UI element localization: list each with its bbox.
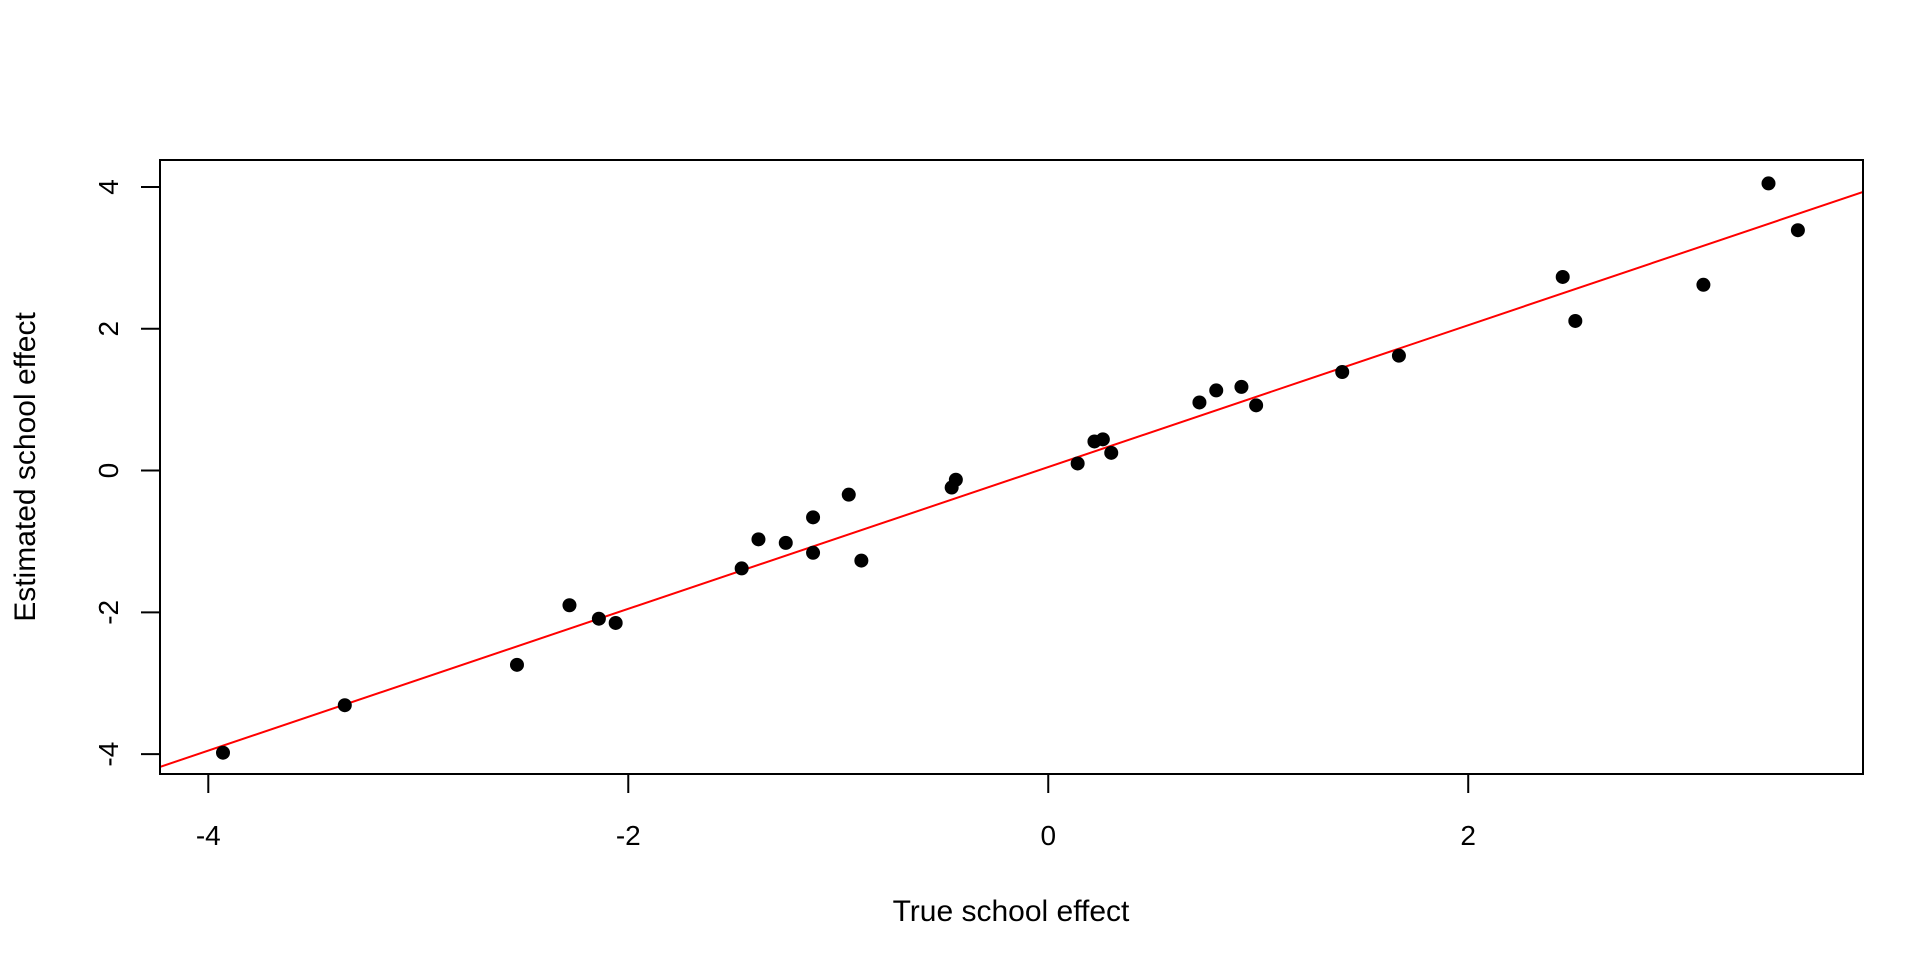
- data-point: [948, 472, 963, 487]
- data-point: [1391, 348, 1406, 363]
- data-point: [1104, 445, 1119, 460]
- data-point: [1095, 432, 1110, 447]
- y-tick-label: 0: [93, 463, 124, 479]
- data-point: [806, 545, 821, 560]
- data-point: [1234, 379, 1249, 394]
- data-point: [1568, 313, 1583, 328]
- data-point: [1335, 364, 1350, 379]
- x-tick-label: -4: [196, 820, 221, 851]
- data-point: [1209, 383, 1224, 398]
- data-point: [1070, 456, 1085, 471]
- data-point: [1192, 395, 1207, 410]
- y-tick-label: 2: [93, 321, 124, 337]
- x-axis-title: True school effect: [893, 895, 1130, 928]
- data-point: [778, 535, 793, 550]
- data-point: [1555, 269, 1570, 284]
- data-point: [608, 615, 623, 630]
- data-point: [806, 510, 821, 525]
- x-tick-label: -2: [616, 820, 641, 851]
- data-point: [841, 487, 856, 502]
- y-tick-label: 4: [93, 179, 124, 195]
- data-point: [215, 745, 230, 760]
- data-point: [734, 561, 749, 576]
- data-point: [337, 698, 352, 713]
- points-layer: [215, 176, 1805, 760]
- data-point: [1761, 176, 1776, 191]
- y-axis: -4 -2 0 2 4: [93, 179, 161, 767]
- data-point: [854, 553, 869, 568]
- fit-line-layer: [160, 190, 1863, 768]
- data-point: [1790, 223, 1805, 238]
- plot-frame: [159, 159, 1864, 775]
- data-point: [751, 532, 766, 547]
- data-point: [1696, 277, 1711, 292]
- y-tick-label: -4: [93, 742, 124, 767]
- data-point: [562, 598, 577, 613]
- x-tick-label: 2: [1460, 820, 1476, 851]
- data-point: [591, 611, 606, 626]
- data-point: [1249, 398, 1264, 413]
- data-point: [509, 657, 524, 672]
- x-axis: -4 -2 0 2: [196, 773, 1476, 851]
- y-tick-label: -2: [93, 600, 124, 625]
- fit-line: [160, 190, 1863, 768]
- y-axis-title: Estimated school effect: [9, 312, 42, 622]
- x-tick-label: 0: [1040, 820, 1056, 851]
